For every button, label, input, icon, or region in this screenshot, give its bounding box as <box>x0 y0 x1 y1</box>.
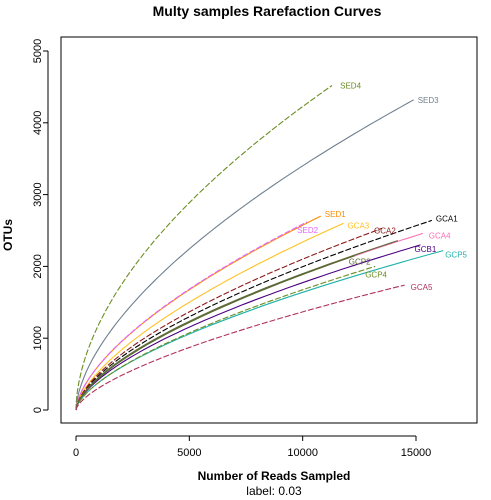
series-label-sed2: SED2 <box>297 226 318 235</box>
x-tick-label: 10000 <box>287 447 318 459</box>
curve-gcp2 <box>75 255 355 411</box>
x-tick-label: 15000 <box>401 447 432 459</box>
x-axis-label: Number of Reads Sampled <box>198 469 351 483</box>
y-tick-label: 1000 <box>32 326 44 350</box>
series-labels: SED4 SED3 SED1 SED2 GCA3 GCA1 GCA2 GCA4 GCB1 GCP5… <box>297 81 467 292</box>
series-label-sed1: SED1 <box>325 210 346 219</box>
series-label-gca4: GCA4 <box>429 231 451 240</box>
chart-subtitle: label: 0.03 <box>246 484 302 498</box>
curve-gcb1b <box>75 240 399 411</box>
series-label-gca5: GCA5 <box>411 283 433 292</box>
curve-sed3 <box>75 99 414 411</box>
curve-sed1 <box>75 215 322 411</box>
y-tick-label: 5000 <box>32 39 44 63</box>
curve-gca3 <box>75 222 344 411</box>
curve-gca5 <box>75 284 405 411</box>
series-label-sed3: SED3 <box>418 96 439 105</box>
y-tick-label: 4000 <box>32 111 44 135</box>
curve-gca2 <box>75 227 383 411</box>
y-tick-label: 0 <box>32 407 44 413</box>
curve-gca1 <box>75 219 433 411</box>
series-label-gcp4: GCP4 <box>365 270 387 279</box>
curve-gcp4 <box>75 265 376 411</box>
series-label-gca2: GCA2 <box>374 226 396 235</box>
series-label-gcp5: GCP5 <box>445 251 467 260</box>
series-label-gca3: GCA3 <box>347 221 369 230</box>
curve-sed2 <box>75 221 308 411</box>
chart-title: Multy samples Rarefaction Curves <box>153 3 382 19</box>
curve-gcb1 <box>75 244 421 411</box>
series-curves <box>75 85 444 411</box>
x-tick-label: 0 <box>73 447 79 459</box>
plot-frame <box>60 36 478 424</box>
series-label-gca1: GCA1 <box>436 214 458 223</box>
x-axis: 0 5000 10000 15000 <box>73 435 432 459</box>
curve-sed4 <box>75 85 333 411</box>
series-label-gcb1: GCB1 <box>415 245 437 254</box>
curve-gcp5 <box>75 250 444 411</box>
series-label-gcp2: GCP2 <box>349 258 371 267</box>
x-tick-label: 5000 <box>177 447 201 459</box>
y-axis-label: OTUs <box>1 219 15 251</box>
y-tick-label: 3000 <box>32 182 44 206</box>
y-axis: 0 1000 2000 3000 4000 5000 <box>32 39 49 413</box>
y-tick-label: 2000 <box>32 254 44 278</box>
series-label-sed4: SED4 <box>340 81 361 90</box>
